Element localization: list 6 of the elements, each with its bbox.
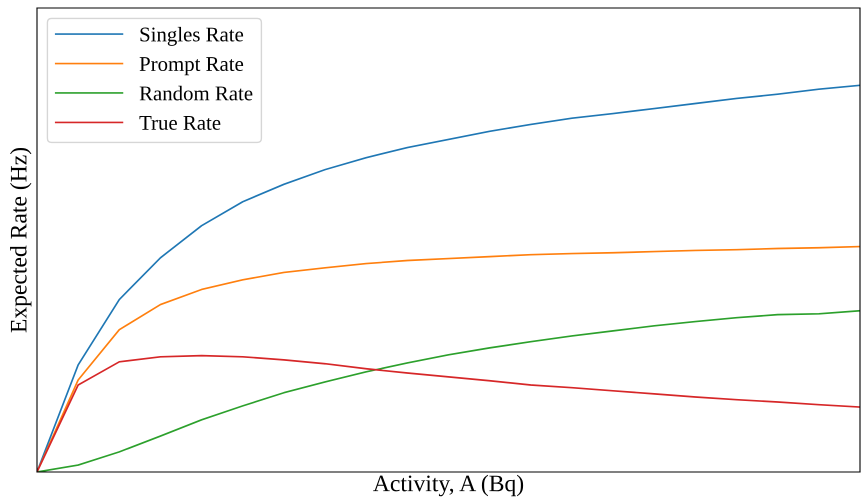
legend-label: True Rate	[139, 116, 220, 130]
legend-label: Prompt Rate	[140, 57, 244, 76]
legend-label: Random Rate	[140, 86, 252, 100]
y-axis-title: Expected Rate (Hz)	[10, 148, 32, 332]
x-axis-title: Activity, A (Bq)	[373, 474, 524, 496]
legend-label: Singles Rate	[140, 26, 244, 46]
